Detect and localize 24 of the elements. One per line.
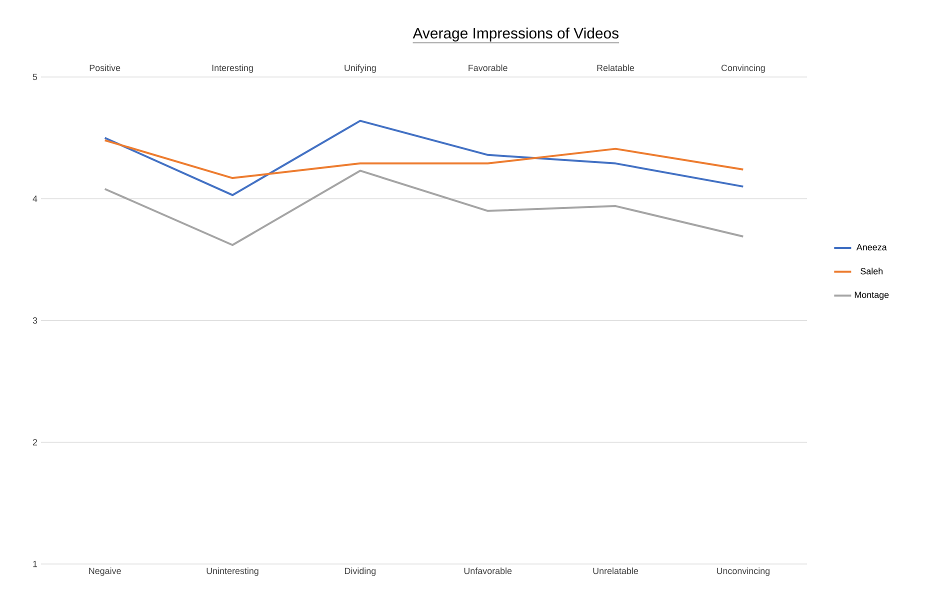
y-tick-label: 1 — [33, 560, 38, 568]
text: Unifying — [344, 64, 376, 73]
legend-label: Montage — [854, 292, 889, 300]
x-tick-label: Unconvincing — [716, 568, 770, 576]
text: Interesting — [212, 64, 253, 73]
x-tick-label: Negaive — [89, 568, 121, 576]
y-tick-label: 4 — [32, 196, 38, 202]
x-tick-label: Uninteresting — [206, 568, 258, 576]
y-tick-label: 2 — [32, 439, 38, 446]
text: Positive — [90, 64, 120, 72]
x-tick-label: Dividing — [344, 568, 376, 576]
y-tick-label: 5 — [32, 74, 38, 80]
chart-title: Average Impressions of Videos — [412, 28, 618, 42]
x-tick-label: Unrelatable — [593, 568, 638, 574]
line-series — [104, 120, 744, 196]
legend-label: Saleh — [860, 268, 883, 274]
text: Favorable — [468, 64, 508, 72]
line-series — [104, 170, 744, 246]
text: Relatable — [597, 64, 634, 72]
x-tick-label: Unfavorable — [464, 568, 512, 574]
y-tick-label: 3 — [32, 317, 38, 324]
text: Convincing — [721, 64, 765, 73]
legend-label: Aneeza — [856, 244, 887, 250]
line-series — [104, 139, 744, 180]
